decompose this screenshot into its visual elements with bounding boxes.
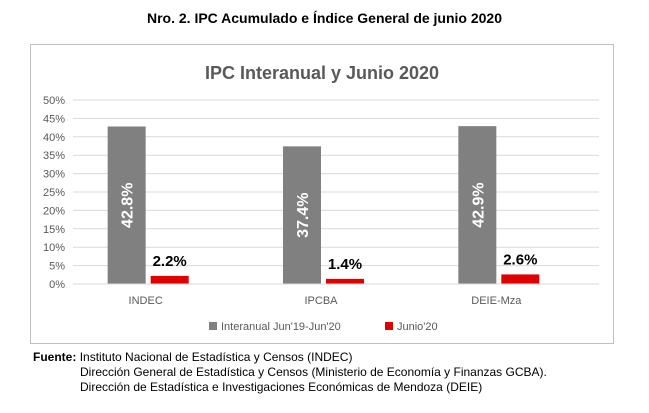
bar-interanual [283,146,321,284]
x-category-label: DEIE-Mza [471,295,522,307]
legend-label-junio: Junio'20 [397,321,438,333]
x-category-label: IPCBA [304,295,338,307]
y-tick-label: 10% [43,242,65,254]
y-tick-label: 45% [43,113,65,125]
bar-junio [501,274,540,284]
source-line-2: Dirección General de Estadística y Censo… [80,365,547,379]
bar-label-interanual: 37.4% [295,192,312,237]
source-label: Fuente: [33,350,77,364]
y-tick-label: 40% [43,132,65,144]
y-tick-label: 35% [43,150,65,162]
bar-label-junio: 2.2% [153,253,187,270]
legend-swatch-junio [385,322,393,330]
y-tick-label: 0% [49,279,65,291]
y-tick-label: 30% [43,169,65,181]
source-line-1: Instituto Nacional de Estadística y Cens… [79,350,353,364]
bar-label-junio: 1.4% [328,256,362,273]
bar-label-interanual: 42.8% [120,183,137,228]
legend-swatch-interanual [209,322,217,330]
x-category-label: INDEC [129,295,163,307]
y-tick-label: 20% [43,205,65,217]
y-tick-label: 50% [43,95,65,107]
ipc-chart: IPC Interanual y Junio 2020 0% 5% 10% 15% 20%… [43,63,599,333]
bar-label-interanual: 42.9% [470,182,487,227]
bar-interanual [107,126,146,284]
y-tick-label: 15% [43,224,65,236]
bar-junio [326,278,364,284]
document-title: Nro. 2. IPC Acumulado e Índice General d… [146,10,503,26]
bar-interanual [458,126,497,285]
y-tick-label: 25% [43,187,65,199]
source-note: Fuente: Instituto Nacional de Estadístic… [33,350,547,395]
source-line-3: Dirección de Estadística e Investigacion… [80,380,483,394]
bar-junio [150,275,189,284]
legend-label-interanual: Interanual Jun'19-Jun'20 [221,321,341,333]
bar-label-junio: 2.6% [503,251,537,268]
chart-title: IPC Interanual y Junio 2020 [205,63,439,83]
y-tick-label: 5% [49,261,65,273]
chart-frame: IPC Interanual y Junio 2020 0% 5% 10% 15% 20%… [30,44,614,344]
